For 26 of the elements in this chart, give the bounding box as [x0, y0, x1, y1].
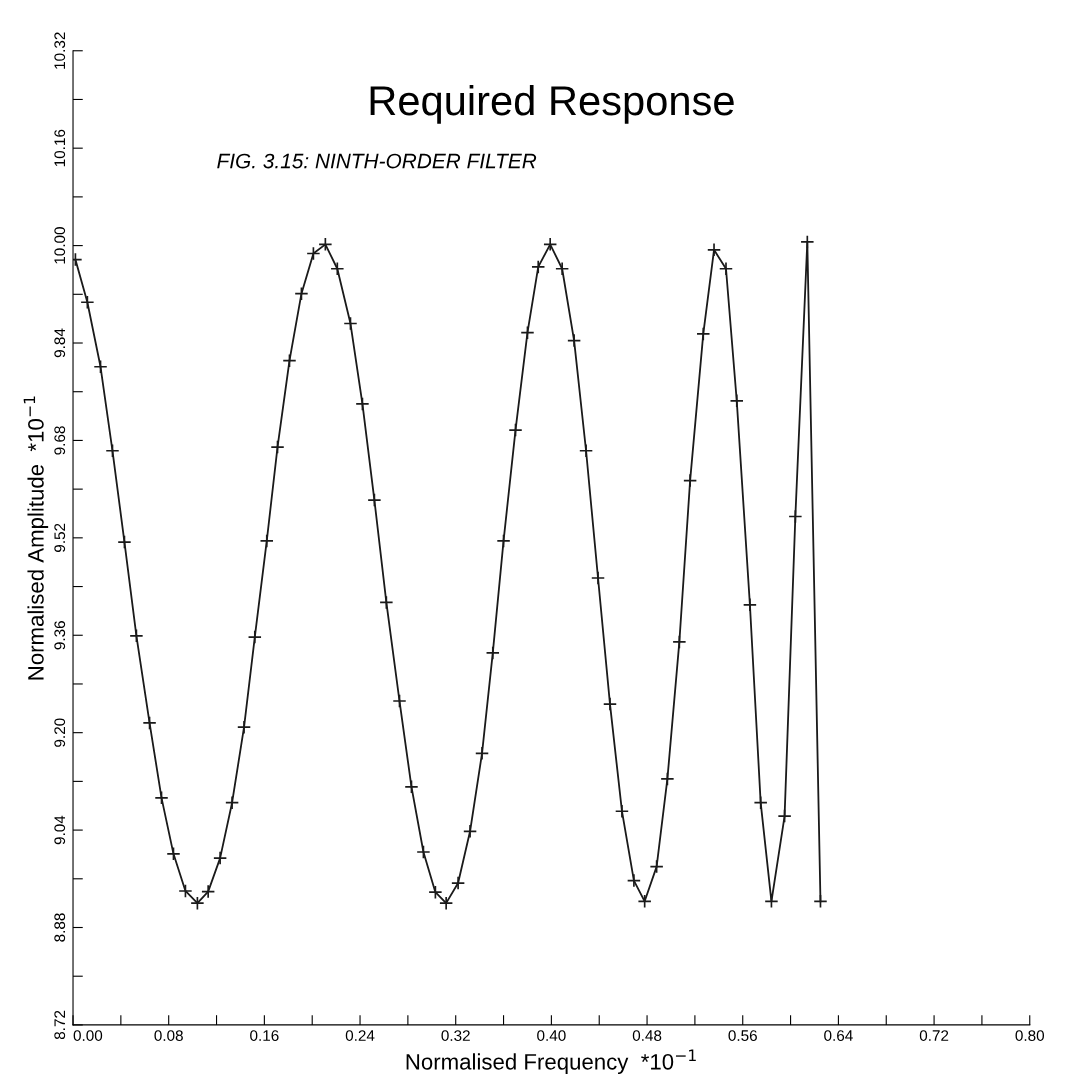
y-tick-label: 9.84	[54, 328, 66, 358]
x-tick-label: 0.72	[919, 1030, 949, 1041]
text: Required Response	[370, 84, 734, 124]
x-tick-label: 0.80	[1015, 1030, 1045, 1041]
y-tick-label: 9.52	[54, 523, 66, 552]
y-tick-label: 9.04	[54, 815, 66, 845]
y-tick-label: 8.88	[54, 913, 66, 942]
x-tick-label: 0.00	[73, 1030, 103, 1041]
y-tick-label: 10.16	[54, 129, 66, 167]
x-tick-label: 0.16	[250, 1030, 279, 1041]
y-tick-label: 10.32	[54, 32, 66, 69]
x-tick-label: 0.48	[632, 1030, 662, 1041]
x-tick-label: 0.64	[824, 1030, 853, 1041]
x-tick-label: 0.32	[441, 1030, 470, 1041]
x-tick-label: 0.24	[345, 1030, 375, 1041]
y-axis-title: Normalised Amplitude *10$^{−1}$	[23, 396, 49, 680]
x-axis-title: Normalised Frequency *10$^{−1}$	[406, 1049, 696, 1075]
y-tick-label: 9.20	[54, 718, 66, 747]
x-tick-label: 0.56	[728, 1030, 757, 1041]
x-tick-label: 0.40	[537, 1030, 566, 1041]
text: FIG. 3.15: NINTH-ORDER FILTER	[217, 153, 537, 169]
y-tick-label: 8.72	[54, 1010, 66, 1040]
y-tick-label: 10.00	[54, 227, 66, 264]
y-tick-label: 9.68	[54, 426, 66, 455]
y-tick-label: 9.36	[54, 621, 66, 650]
x-tick-label: 0.08	[154, 1030, 183, 1041]
